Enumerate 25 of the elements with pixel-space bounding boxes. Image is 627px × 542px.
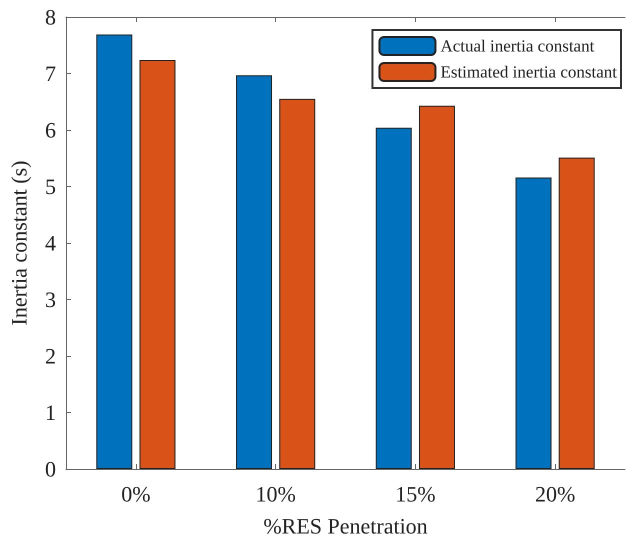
- y-tick-label: 3: [45, 287, 56, 312]
- bar: [236, 75, 272, 469]
- y-tick-label: 2: [45, 344, 56, 368]
- x-tick-label: 15%: [395, 482, 436, 506]
- y-tick-label: 0: [45, 456, 56, 482]
- legend-label: Estimated inertia constant: [440, 62, 618, 82]
- y-tick-label: 8: [45, 4, 56, 30]
- bar: [376, 128, 412, 469]
- bar: [516, 177, 552, 469]
- x-tick-label: 10%: [255, 482, 296, 506]
- x-axis-title: %RES Penetration: [263, 514, 428, 538]
- x-tick-label: 0%: [121, 482, 151, 506]
- y-tick-label: 7: [45, 61, 56, 86]
- bar: [558, 158, 595, 469]
- y-axis-title: Inertia constant (s): [6, 160, 32, 326]
- legend-label: Actual inertia constant: [440, 36, 595, 56]
- y-tick-label: 6: [45, 118, 56, 142]
- y-tick-label: 1: [45, 400, 56, 425]
- x-tick-label: 20%: [534, 482, 576, 506]
- bar: [418, 106, 455, 469]
- y-tick-label: 4: [45, 230, 56, 256]
- bar: [279, 98, 316, 469]
- bar: [96, 34, 132, 469]
- bar: [139, 60, 176, 469]
- y-tick-label: 5: [45, 174, 56, 199]
